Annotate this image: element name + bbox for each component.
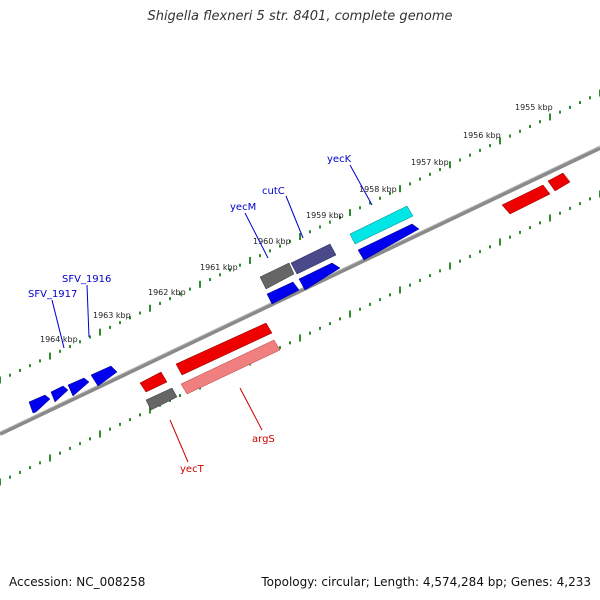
gene-label-yecK[interactable]: yecK bbox=[327, 154, 352, 165]
scale-label-1964: 1964 kbp bbox=[40, 335, 78, 344]
gene-feature-yecT-pseudo[interactable] bbox=[145, 387, 178, 411]
gene-label-argS[interactable]: argS bbox=[252, 434, 275, 445]
topology-summary: Topology: circular; Length: 4,574,284 bp… bbox=[261, 575, 591, 589]
scale-lines bbox=[0, 89, 600, 486]
gene-label-SFV_1917[interactable]: SFV_1917 bbox=[28, 289, 77, 300]
genome-title: Shigella flexneri 5 str. 8401, complete … bbox=[147, 9, 453, 24]
scale-label-1958: 1958 kbp bbox=[359, 185, 397, 194]
gene-label-yecT[interactable]: yecT bbox=[180, 464, 205, 475]
gene-feature-cutC[interactable] bbox=[290, 243, 337, 275]
scale-label-1960: 1960 kbp bbox=[253, 237, 291, 246]
scale-label-1955: 1955 kbp bbox=[515, 103, 553, 112]
leader-argS bbox=[239, 387, 263, 431]
genome-backbone bbox=[0, 146, 600, 436]
gene-feature-reverse-b[interactable] bbox=[501, 184, 551, 215]
genome-backbone-highlight bbox=[0, 145, 600, 433]
gene-feature-yecM-pseudo[interactable] bbox=[259, 262, 295, 290]
gene-feature-forward-c[interactable] bbox=[298, 262, 341, 291]
leader-SFV_1916 bbox=[86, 284, 90, 338]
scale-label-1963: 1963 kbp bbox=[93, 311, 131, 320]
scale-label-1962: 1962 kbp bbox=[148, 288, 186, 297]
scale-label-1959: 1959 kbp bbox=[306, 211, 344, 220]
leader-yecK bbox=[349, 164, 373, 206]
leader-yecM bbox=[244, 212, 269, 259]
leader-yecT bbox=[169, 419, 189, 463]
gene-feature-argS[interactable] bbox=[180, 339, 281, 395]
gene-label-cutC[interactable]: cutC bbox=[262, 186, 285, 197]
gene-feature-reverse-small[interactable] bbox=[139, 371, 168, 393]
gene-feature-small-1[interactable] bbox=[50, 385, 69, 403]
gene-feature-SFV_1916[interactable] bbox=[67, 377, 90, 397]
scale-label-1957: 1957 kbp bbox=[411, 158, 449, 167]
accession-label: Accession: NC_008258 bbox=[9, 575, 146, 589]
scale-label-1956: 1956 kbp bbox=[463, 131, 501, 140]
gene-feature-reverse-a[interactable] bbox=[175, 322, 273, 376]
gene-feature-yecK[interactable] bbox=[349, 205, 414, 245]
gene-label-SFV_1916[interactable]: SFV_1916 bbox=[62, 274, 111, 285]
gene-label-yecM[interactable]: yecM bbox=[230, 202, 256, 213]
leader-cutC bbox=[285, 195, 304, 239]
leader-SFV_1917 bbox=[51, 299, 65, 349]
gene-feature-reverse-c[interactable] bbox=[547, 172, 571, 192]
gene-feature-forward-b[interactable] bbox=[266, 281, 300, 305]
gene-feature-forward-a[interactable] bbox=[90, 365, 118, 387]
gene-feature-SFV_1917[interactable] bbox=[28, 394, 51, 414]
scale-label-1961: 1961 kbp bbox=[200, 263, 238, 272]
gene-feature-forward-d[interactable] bbox=[357, 223, 420, 261]
